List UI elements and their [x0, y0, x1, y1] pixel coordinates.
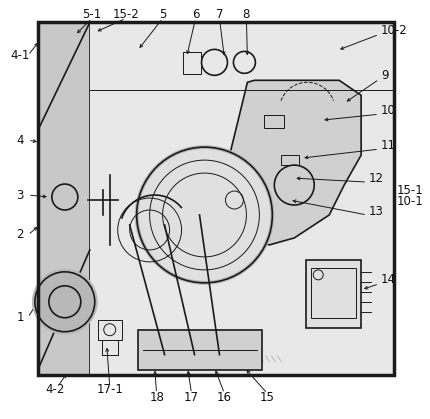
Bar	[306, 260, 361, 328]
Text: 7: 7	[216, 8, 223, 21]
Bar	[281, 155, 299, 165]
Bar	[38, 23, 394, 375]
Bar	[264, 115, 284, 128]
Text: 9: 9	[381, 69, 389, 82]
Text: 10-1: 10-1	[397, 194, 424, 207]
Text: 5: 5	[159, 8, 166, 21]
Text: 8: 8	[243, 8, 250, 21]
Circle shape	[32, 269, 98, 335]
Text: 3: 3	[16, 189, 24, 202]
Text: 18: 18	[149, 391, 164, 404]
Text: 15-2: 15-2	[112, 8, 139, 21]
Text: 6: 6	[192, 8, 199, 21]
Text: 12: 12	[369, 171, 384, 185]
Circle shape	[138, 149, 270, 281]
Text: 11: 11	[381, 139, 396, 152]
Text: 4: 4	[16, 134, 24, 147]
Text: 16: 16	[217, 391, 232, 404]
Bar	[311, 268, 356, 318]
Text: 10-2: 10-2	[381, 24, 408, 37]
Circle shape	[135, 145, 274, 285]
Text: 10: 10	[381, 104, 396, 117]
Text: 13: 13	[369, 205, 384, 218]
Bar	[98, 320, 122, 340]
Text: 5-1: 5-1	[82, 8, 101, 21]
Text: 14: 14	[381, 273, 396, 286]
Text: 17: 17	[184, 391, 199, 404]
Text: 15: 15	[260, 391, 275, 404]
Bar	[38, 23, 90, 375]
Text: 17-1: 17-1	[96, 383, 123, 396]
Bar	[40, 25, 392, 372]
Bar	[138, 330, 262, 370]
Polygon shape	[218, 80, 361, 245]
Text: 1: 1	[16, 311, 24, 324]
Text: 4-2: 4-2	[45, 383, 64, 396]
Bar	[183, 52, 200, 74]
Text: 2: 2	[16, 228, 24, 241]
Text: 4-1: 4-1	[10, 49, 30, 62]
Text: 15-1: 15-1	[397, 184, 424, 197]
Bar	[90, 23, 394, 375]
